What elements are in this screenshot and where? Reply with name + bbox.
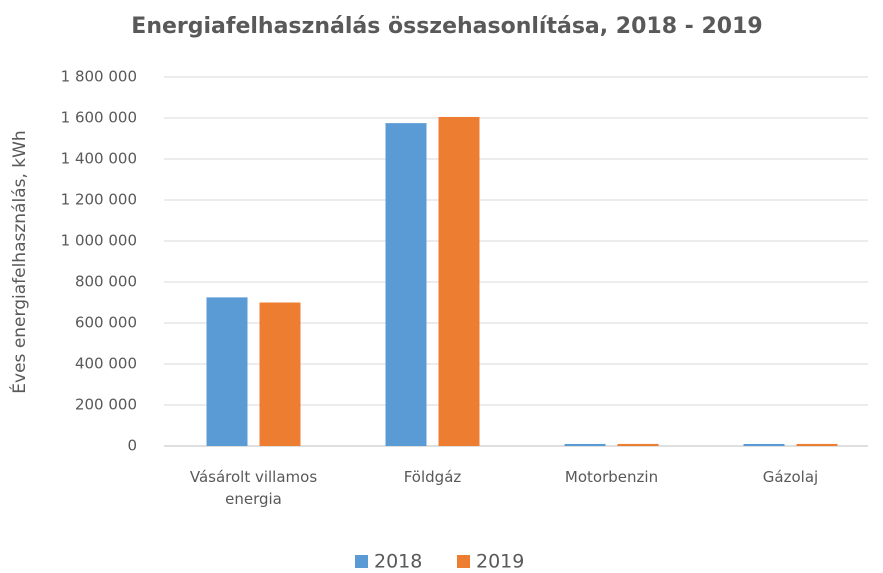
y-tick-label: 1 200 000 — [61, 191, 137, 209]
chart-title: Energiafelhasználás összehasonlítása, 20… — [131, 14, 762, 39]
y-tick-label: 800 000 — [75, 273, 137, 291]
legend-label: 2019 — [476, 551, 524, 573]
legend-swatch — [355, 555, 368, 568]
y-tick-label: 1 600 000 — [61, 109, 137, 127]
x-tick-label: Vásárolt villamos energia — [189, 468, 318, 508]
bar — [385, 123, 427, 446]
y-tick-label: 200 000 — [75, 396, 137, 414]
legend-swatch — [457, 555, 470, 568]
bar — [743, 443, 785, 446]
x-tick-label: Gázolaj — [762, 468, 819, 486]
y-axis-label: Éves energiafelhasználás, kWh — [8, 130, 30, 393]
y-tick-label: 600 000 — [75, 314, 137, 332]
y-tick-label: 1 800 000 — [61, 68, 137, 86]
bar — [259, 302, 301, 446]
y-tick-label: 400 000 — [75, 355, 137, 373]
legend-label: 2018 — [374, 551, 422, 573]
bar — [617, 443, 659, 446]
x-tick-label: Motorbenzin — [564, 468, 659, 486]
bar — [796, 443, 838, 446]
bar — [206, 297, 248, 446]
bar — [438, 116, 480, 446]
bar — [564, 443, 606, 446]
y-tick-label: 1 000 000 — [61, 232, 137, 250]
y-tick-label: 1 400 000 — [61, 150, 137, 168]
y-tick-label: 0 — [127, 437, 137, 455]
x-tick-label: Földgáz — [403, 468, 462, 486]
